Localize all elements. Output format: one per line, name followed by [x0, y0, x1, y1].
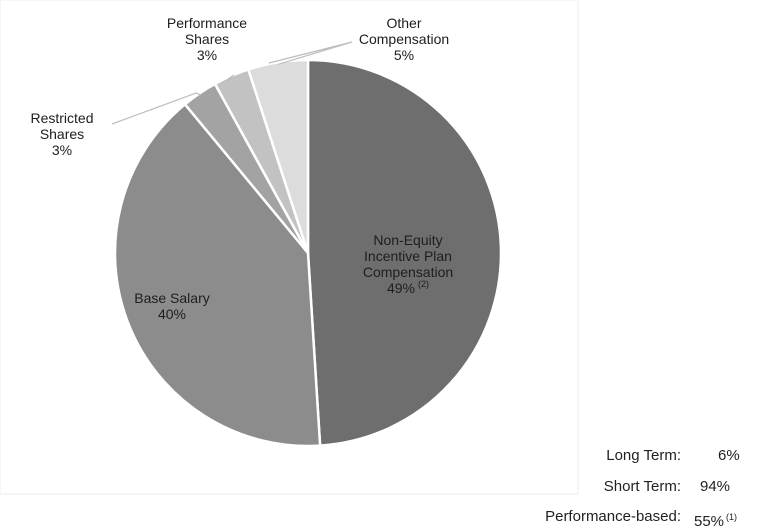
- summary-value-text: 94%: [700, 478, 731, 495]
- slice-labels: Non-Equity Incentive Plan Compensation 49%(…: [30, 15, 453, 322]
- slice-value-label: 3%: [52, 142, 72, 158]
- summary-label: Performance-based:: [545, 508, 681, 525]
- slice-label-restricted-shares: Restricted Shares 3%: [30, 110, 93, 158]
- summary-label: Short Term:: [603, 478, 681, 495]
- slice-name-line: Base Salary: [134, 290, 209, 306]
- summary-value: 94%: [700, 478, 730, 496]
- slice-label-other-compensation: Other Compensation 5%: [359, 15, 449, 63]
- leader-lines: [111, 41, 353, 125]
- slice-name-line: Compensation: [363, 264, 453, 280]
- pie-slice-base-salary: [113, 103, 322, 448]
- slice-name-line: Non-Equity: [373, 232, 442, 248]
- leader-line-performance-shares: [221, 74, 235, 84]
- leader-line-restricted-shares: [111, 92, 201, 125]
- slice-value-label: 49%: [387, 280, 415, 296]
- pie-slice-non-equity-incentive-plan-compensation: [306, 58, 503, 447]
- pie-slices: [113, 58, 503, 448]
- slice-label-non-equity-incentive-plan-compensation: Non-Equity Incentive Plan Compensation 49%(…: [363, 232, 453, 296]
- slice-footnote: (2): [418, 279, 429, 289]
- slice-value-label: 3%: [197, 47, 217, 63]
- slice-name-line: Incentive Plan: [364, 248, 452, 264]
- summary-value-text: 6%: [718, 447, 740, 464]
- leader-line-other-compensation: [268, 41, 353, 65]
- summary-value: 6%: [718, 447, 740, 465]
- slice-name-line: Compensation: [359, 31, 449, 47]
- summary-value-text: 55%: [694, 513, 725, 530]
- summary-value: 55% (1): [694, 508, 737, 531]
- summary-label: Long Term:: [606, 447, 681, 464]
- summary-footnote: (1): [726, 512, 738, 522]
- slice-value-label: 40%: [158, 306, 186, 322]
- pie-slice-other-compensation: [247, 58, 310, 255]
- slice-label-base-salary: Base Salary 40%: [134, 290, 209, 322]
- slice-name-line: Shares: [185, 31, 229, 47]
- slice-name-line: Shares: [40, 126, 84, 142]
- slice-value-label: 5%: [394, 47, 414, 63]
- slice-name-line: Performance: [167, 15, 247, 31]
- slice-name-line: Restricted: [30, 110, 93, 126]
- slice-name-line: Other: [386, 15, 421, 31]
- slice-label-performance-shares: Performance Shares 3%: [167, 15, 247, 63]
